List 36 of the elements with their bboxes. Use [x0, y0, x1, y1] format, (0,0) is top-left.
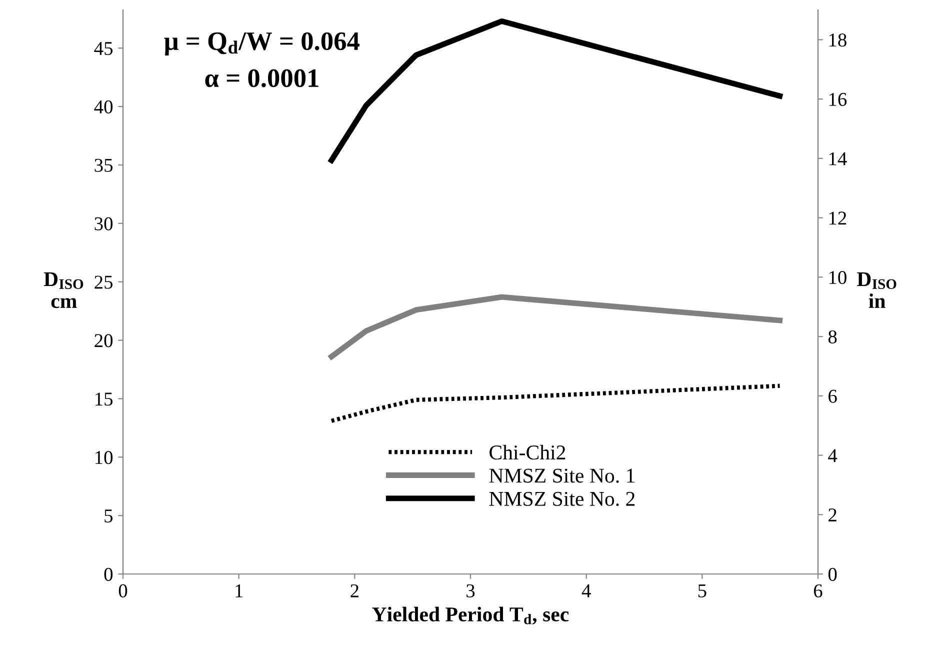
y-tick-label: 35 [94, 158, 113, 172]
legend-label: Chi-Chi2 [490, 444, 566, 460]
y2-tick-label: 18 [829, 34, 846, 47]
x-tick-label: 4 [582, 584, 591, 598]
annotation: μ = Q$_{d}$/W = 0.064 [164, 32, 360, 56]
x-tick-label: 1 [236, 584, 243, 598]
y2-tick-label: 0 [828, 568, 837, 581]
y2-tick-label: 16 [829, 92, 847, 106]
x-tick-label: 5 [698, 584, 706, 598]
y-tick-label: 15 [96, 392, 113, 406]
legend-label: NMSZ Site No. 1 [489, 468, 634, 483]
y2-tick-label: 14 [829, 152, 847, 166]
y2-axis-title: D$_{ISO}$ in [857, 272, 896, 308]
y-tick-label: 40 [94, 100, 113, 114]
y2-tick-label: 10 [829, 270, 846, 284]
y-tick-label: 0 [104, 568, 113, 581]
y-axis-title: D$_{ISO}$ cm [44, 272, 84, 308]
x-tick-label: 0 [118, 584, 128, 598]
y-tick-label: 20 [94, 334, 113, 348]
x-tick-label: 3 [466, 584, 475, 598]
y-tick-label: 30 [94, 217, 113, 230]
y2-tick-label: 2 [828, 508, 836, 522]
line-series [329, 384, 782, 423]
y2-tick-label: 6 [828, 390, 837, 403]
legend-label: NMSZ Site No. 2 [489, 492, 635, 506]
y-tick-label: 5 [104, 510, 113, 523]
x-tick-label: 2 [350, 584, 358, 598]
y2-tick-label: 8 [828, 330, 837, 344]
y2-tick-label: 12 [829, 212, 846, 225]
y-tick-label: 10 [96, 450, 113, 464]
y-tick-label: 25 [94, 276, 113, 289]
annotation: α = 0.0001 [205, 69, 318, 88]
y-tick-label: 45 [94, 42, 113, 56]
x-axis-title: Yielded Period T$_{d}$, sec [372, 606, 569, 624]
y2-tick-label: 4 [828, 449, 838, 462]
x-tick-label: 6 [814, 584, 822, 598]
